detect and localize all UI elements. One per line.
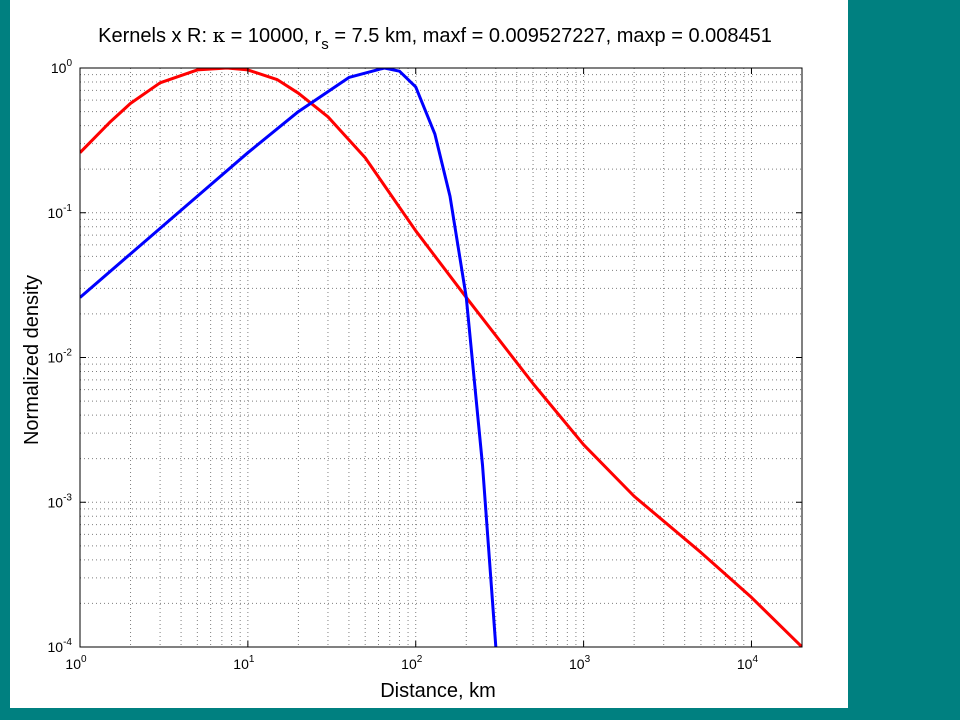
chart-svg: Kernels x R: κ = 10000, rs = 7.5 km, max… xyxy=(21,23,803,702)
y-tick-label: 10-2 xyxy=(48,348,73,366)
chart-title: Kernels x R: κ = 10000, rs = 7.5 km, max… xyxy=(98,23,772,53)
y-tick-label: 10-3 xyxy=(48,492,73,510)
title-kappa: κ xyxy=(213,23,226,47)
title-subscript: s xyxy=(321,36,329,53)
x-tick-label: 103 xyxy=(569,654,591,672)
y-tick-label: 100 xyxy=(51,58,73,76)
blue-series-line xyxy=(80,68,498,647)
x-tick-label: 104 xyxy=(737,654,759,672)
x-tick-label: 100 xyxy=(65,654,87,672)
title-kappa-text: = 10000, r xyxy=(225,25,322,47)
y-tick-label: 10-1 xyxy=(48,203,73,221)
y-tick-label: 10-4 xyxy=(48,637,73,655)
x-tick-label: 101 xyxy=(233,654,255,672)
figure-panel: Kernels x R: κ = 10000, rs = 7.5 km, max… xyxy=(10,0,848,708)
y-axis-label: Normalized density xyxy=(21,275,43,445)
x-tick-label: 102 xyxy=(401,654,423,672)
x-axis-label: Distance, km xyxy=(380,680,496,702)
plot-area xyxy=(80,68,802,647)
title-prefix: Kernels x R: xyxy=(98,25,212,47)
axis-ticks: 100 101 102 103 104 100 10-1 10-2 10-3 10-4 xyxy=(48,58,802,672)
title-rest: = 7.5 km, maxf = 0.009527227, maxp = 0.0… xyxy=(329,25,772,47)
red-series-line xyxy=(80,68,802,647)
